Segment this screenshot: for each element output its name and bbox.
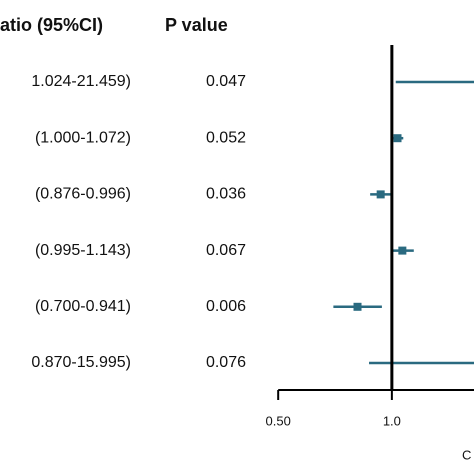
p-value: 0.047 [206, 73, 246, 90]
point-estimate [376, 190, 385, 199]
point-estimate [353, 302, 362, 311]
plot-area [333, 80, 474, 365]
p-value: 0.036 [206, 186, 246, 203]
x-axis-label: C [462, 447, 471, 462]
x-tick-label: 0.50 [266, 413, 291, 428]
ci-label: 0.870-15.995) [31, 354, 131, 371]
p-value: 0.006 [206, 298, 246, 315]
column-header: P value [165, 15, 228, 35]
ci-label: (0.700-0.941) [35, 298, 131, 315]
p-value: 0.052 [206, 129, 246, 146]
point-estimate [393, 134, 402, 143]
p-value: 0.076 [206, 354, 246, 371]
x-tick-label: 1.0 [383, 413, 401, 428]
p-value: 0.067 [206, 242, 246, 259]
ci-label: (0.995-1.143) [35, 242, 131, 259]
ci-label: 1.024-21.459) [31, 73, 131, 90]
ci-label: (0.876-0.996) [35, 186, 131, 203]
ci-label: (1.000-1.072) [35, 129, 131, 146]
column-header: atio (95%CI) [0, 15, 103, 35]
point-estimate [398, 246, 407, 255]
